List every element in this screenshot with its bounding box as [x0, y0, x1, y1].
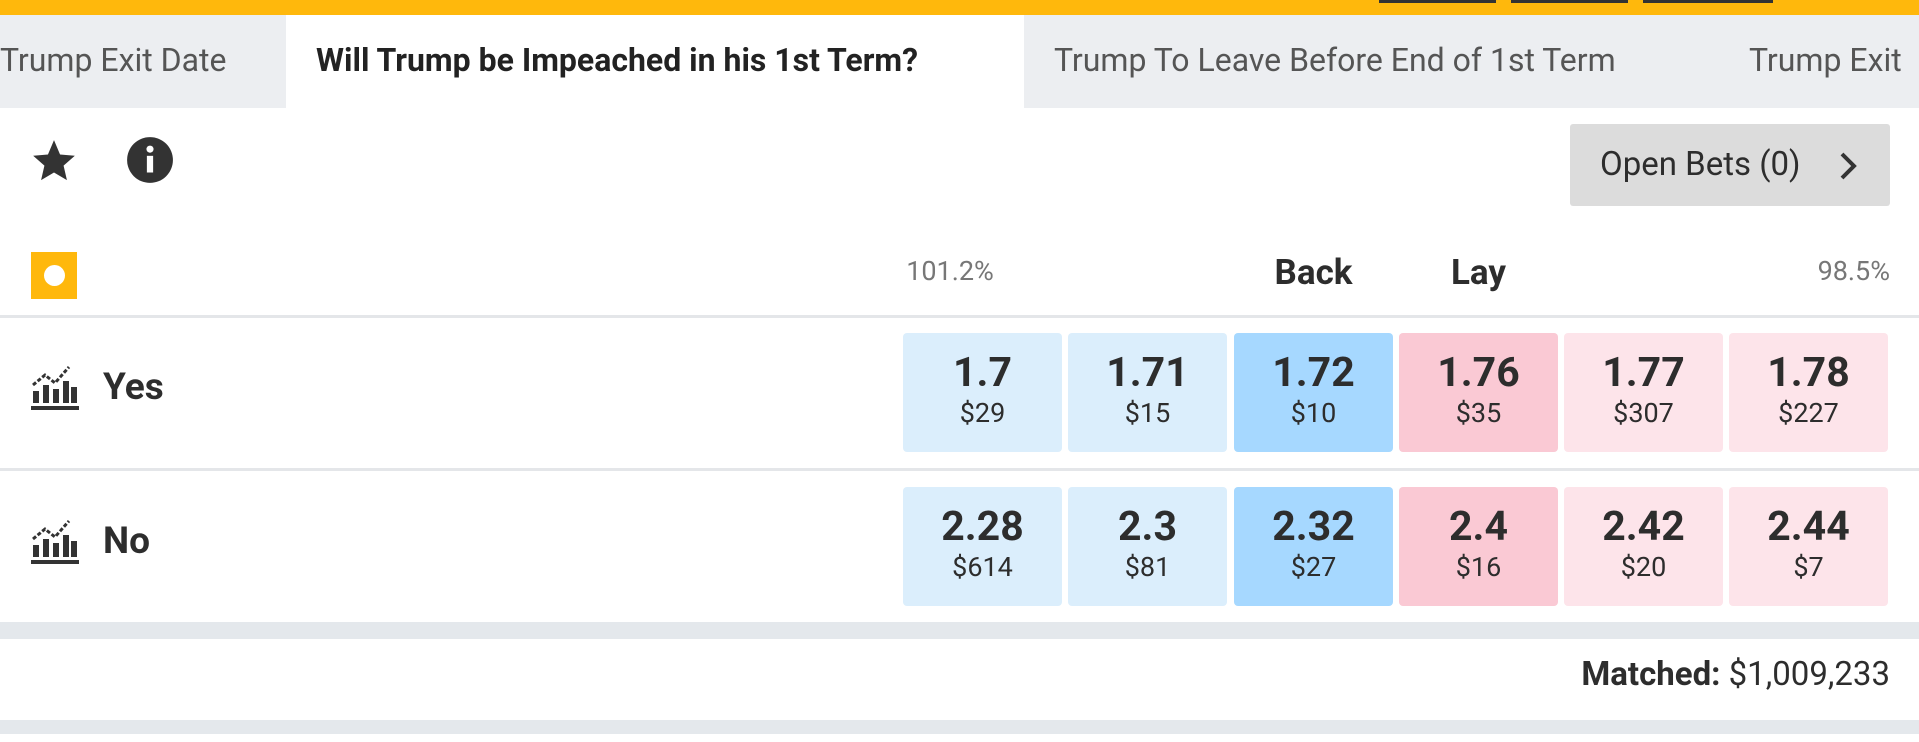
- odds: 2.42: [1602, 503, 1685, 551]
- amount: $81: [1124, 551, 1171, 583]
- amount: $227: [1778, 397, 1839, 429]
- back-price[interactable]: 1.72 $10: [1234, 333, 1393, 452]
- tab-label: Will Trump be Impeached in his 1st Term?: [316, 41, 919, 79]
- amount: $614: [952, 551, 1013, 583]
- open-bets-label: Open Bets (0): [1600, 145, 1801, 184]
- open-bets-button[interactable]: Open Bets (0): [1570, 124, 1890, 206]
- odds: 2.3: [1118, 503, 1177, 551]
- odds: 1.71: [1106, 349, 1189, 397]
- lay-percent: 98.5%: [1817, 255, 1890, 287]
- matched-value: $1,009,233: [1728, 655, 1890, 694]
- runner-name: Yes: [103, 366, 164, 409]
- amount: $7: [1793, 551, 1824, 583]
- divider: [0, 720, 1919, 734]
- market-tab[interactable]: Trump Exit Date: [0, 15, 286, 108]
- divider: [0, 622, 1919, 639]
- back-percent: 101.2%: [906, 255, 994, 287]
- amount: $16: [1455, 551, 1502, 583]
- market-tab[interactable]: Trump To Leave Before End of 1st Term: [1024, 15, 1731, 108]
- chart-icon[interactable]: [31, 515, 79, 569]
- runner-name: No: [103, 520, 150, 563]
- odds: 2.32: [1272, 503, 1355, 551]
- amount: $10: [1290, 397, 1337, 429]
- odds: 2.4: [1449, 503, 1508, 551]
- odds: 1.76: [1437, 349, 1520, 397]
- back-price[interactable]: 1.7 $29: [903, 333, 1062, 452]
- top-bar: [0, 0, 1919, 15]
- back-price[interactable]: 1.71 $15: [1068, 333, 1227, 452]
- odds: 1.78: [1767, 349, 1850, 397]
- header-button[interactable]: [1511, 0, 1628, 3]
- lay-price[interactable]: 1.76 $35: [1399, 333, 1558, 452]
- divider: [0, 315, 1919, 318]
- amount: $35: [1455, 397, 1502, 429]
- lay-price[interactable]: 1.77 $307: [1564, 333, 1723, 452]
- odds: 1.7: [953, 349, 1012, 397]
- lay-header: Lay: [1450, 252, 1507, 293]
- lay-price[interactable]: 2.42 $20: [1564, 487, 1723, 606]
- back-price[interactable]: 2.28 $614: [903, 487, 1062, 606]
- odds: 2.28: [941, 503, 1024, 551]
- back-header: Back: [1274, 252, 1353, 293]
- tab-label: Trump Exit: [1749, 41, 1902, 79]
- odds: 2.44: [1767, 503, 1850, 551]
- header-button[interactable]: [1643, 0, 1773, 3]
- favourite-icon[interactable]: [29, 136, 79, 186]
- tab-label: Trump Exit Date: [0, 41, 227, 79]
- back-price[interactable]: 2.32 $27: [1234, 487, 1393, 606]
- amount: $15: [1124, 397, 1171, 429]
- chevron: [1840, 152, 1857, 180]
- odds: 1.77: [1602, 349, 1685, 397]
- tab-label: Trump To Leave Before End of 1st Term: [1054, 41, 1616, 79]
- header-button[interactable]: [1379, 0, 1496, 3]
- matched: Matched: $1,009,233: [1300, 655, 1890, 694]
- lay-price[interactable]: 2.44 $7: [1729, 487, 1888, 606]
- info-icon[interactable]: [125, 135, 175, 185]
- market-tab[interactable]: Trump Exit: [1731, 15, 1919, 108]
- divider: [0, 468, 1919, 471]
- amount: $20: [1620, 551, 1667, 583]
- back-price[interactable]: 2.3 $81: [1068, 487, 1227, 606]
- amount: $307: [1613, 397, 1674, 429]
- amount: $27: [1290, 551, 1337, 583]
- amount: $29: [959, 397, 1006, 429]
- matched-label: Matched:: [1581, 655, 1721, 694]
- market-status: [31, 252, 77, 299]
- lay-price[interactable]: 1.78 $227: [1729, 333, 1888, 452]
- market-tab[interactable]: Will Trump be Impeached in his 1st Term?: [286, 15, 1024, 108]
- chart-icon[interactable]: [31, 361, 79, 415]
- lay-price[interactable]: 2.4 $16: [1399, 487, 1558, 606]
- odds: 1.72: [1272, 349, 1355, 397]
